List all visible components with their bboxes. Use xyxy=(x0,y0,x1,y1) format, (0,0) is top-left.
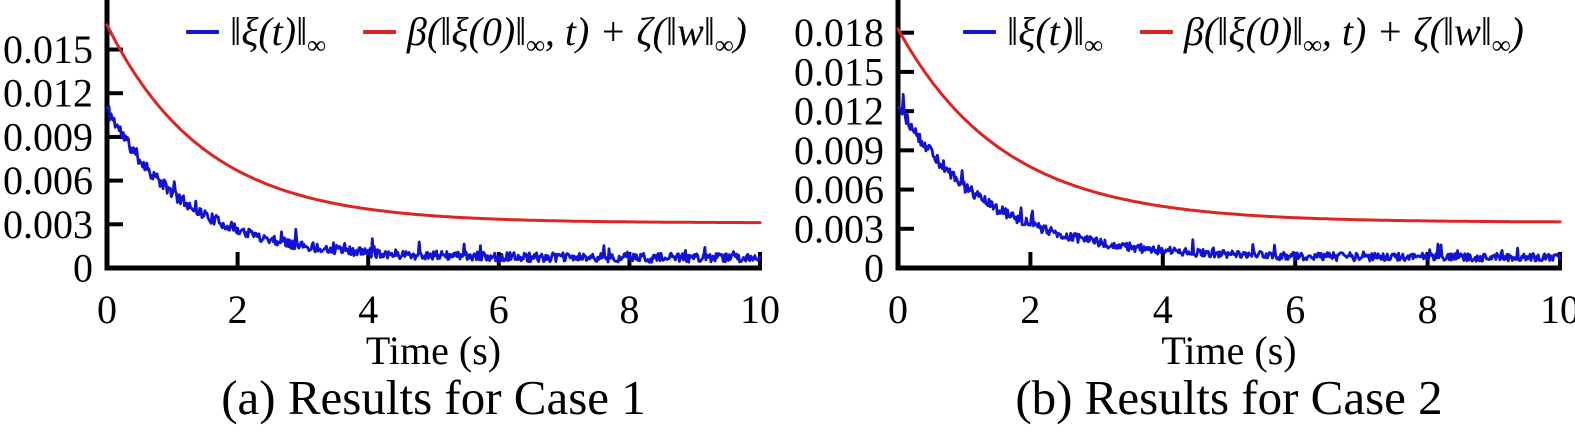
legend-label: β(‖ξ(0)‖∞, t) + ζ(‖w‖∞) xyxy=(1183,9,1524,60)
legend-item: β(‖ξ(0)‖∞, t) + ζ(‖w‖∞) xyxy=(362,9,747,60)
y-tick-label: 0.009 xyxy=(794,128,884,173)
series-xi-norm-line xyxy=(896,93,1562,263)
caption-a: (a) Results for Case 1 xyxy=(221,370,646,425)
legend-item: ‖ξ(t)‖∞ xyxy=(963,9,1103,60)
legend-label: β(‖ξ(0)‖∞, t) + ζ(‖w‖∞) xyxy=(406,9,747,60)
x-tick-label: 4 xyxy=(1153,287,1173,332)
x-axis-label-a: Time (s) xyxy=(365,328,502,373)
y-tick-label: 0.003 xyxy=(794,206,884,251)
x-tick-label: 10 xyxy=(740,287,780,332)
legend-label: ‖ξ(t)‖∞ xyxy=(1007,9,1103,60)
x-tick-label: 2 xyxy=(1020,287,1040,332)
x-tick-label: 2 xyxy=(228,287,248,332)
y-tick-label: 0.006 xyxy=(794,167,884,212)
legend-item: β(‖ξ(0)‖∞, t) + ζ(‖w‖∞) xyxy=(1139,9,1524,60)
legend-line-swatch xyxy=(963,30,996,34)
y-tick-label: 0.012 xyxy=(794,89,884,134)
panel-case-2: 0 0.003 0.006 0.009 0.012 0.015 0.018 0 2 4 6 8 10 ‖… xyxy=(787,0,1575,433)
axes xyxy=(104,0,762,271)
x-tick-label: 0 xyxy=(97,287,117,332)
y-tick-label: 0.006 xyxy=(3,158,93,203)
x-tick-label: 6 xyxy=(1285,287,1305,332)
legend-line-swatch xyxy=(362,30,396,34)
legend-b: ‖ξ(t)‖∞ β(‖ξ(0)‖∞, t) + ζ(‖w‖∞) xyxy=(963,5,1524,59)
legend-item: ‖ξ(t)‖∞ xyxy=(186,9,326,60)
y-tick-label: 0.015 xyxy=(3,27,93,72)
legend-line-swatch xyxy=(186,30,219,34)
legend-line-swatch xyxy=(1139,30,1173,34)
caption-b: (b) Results for Case 2 xyxy=(1015,370,1443,425)
x-tick-label: 10 xyxy=(1540,287,1575,332)
legend-a: ‖ξ(t)‖∞ β(‖ξ(0)‖∞, t) + ζ(‖w‖∞) xyxy=(186,5,747,59)
x-tick-label: 8 xyxy=(1418,287,1438,332)
series-beta-bound-line xyxy=(896,27,1562,224)
y-tick-label: 0.012 xyxy=(3,71,93,116)
legend-label: ‖ξ(t)‖∞ xyxy=(230,9,326,60)
x-tick-label: 6 xyxy=(489,287,509,332)
x-axis-label-b: Time (s) xyxy=(1161,328,1297,373)
x-tick-label: 4 xyxy=(358,287,378,332)
panel-case-1: 0 0.003 0.006 0.009 0.012 0.015 0 2 4 6 8 10 ‖ξ(t)‖… xyxy=(3,0,780,425)
y-tick-label: 0.018 xyxy=(794,10,884,55)
y-tick-label: 0 xyxy=(864,246,884,291)
axes xyxy=(895,0,1562,271)
x-tick-label: 8 xyxy=(619,287,639,332)
y-tick-label: 0.009 xyxy=(3,114,93,159)
ticks xyxy=(109,47,762,266)
y-tick-label: 0 xyxy=(73,246,93,291)
series-xi-norm-line xyxy=(105,105,762,264)
y-tick-label: 0.003 xyxy=(3,202,93,247)
y-tick-label: 0.015 xyxy=(794,49,884,94)
x-tick-label: 0 xyxy=(888,287,908,332)
series-beta-bound-line xyxy=(105,23,762,225)
